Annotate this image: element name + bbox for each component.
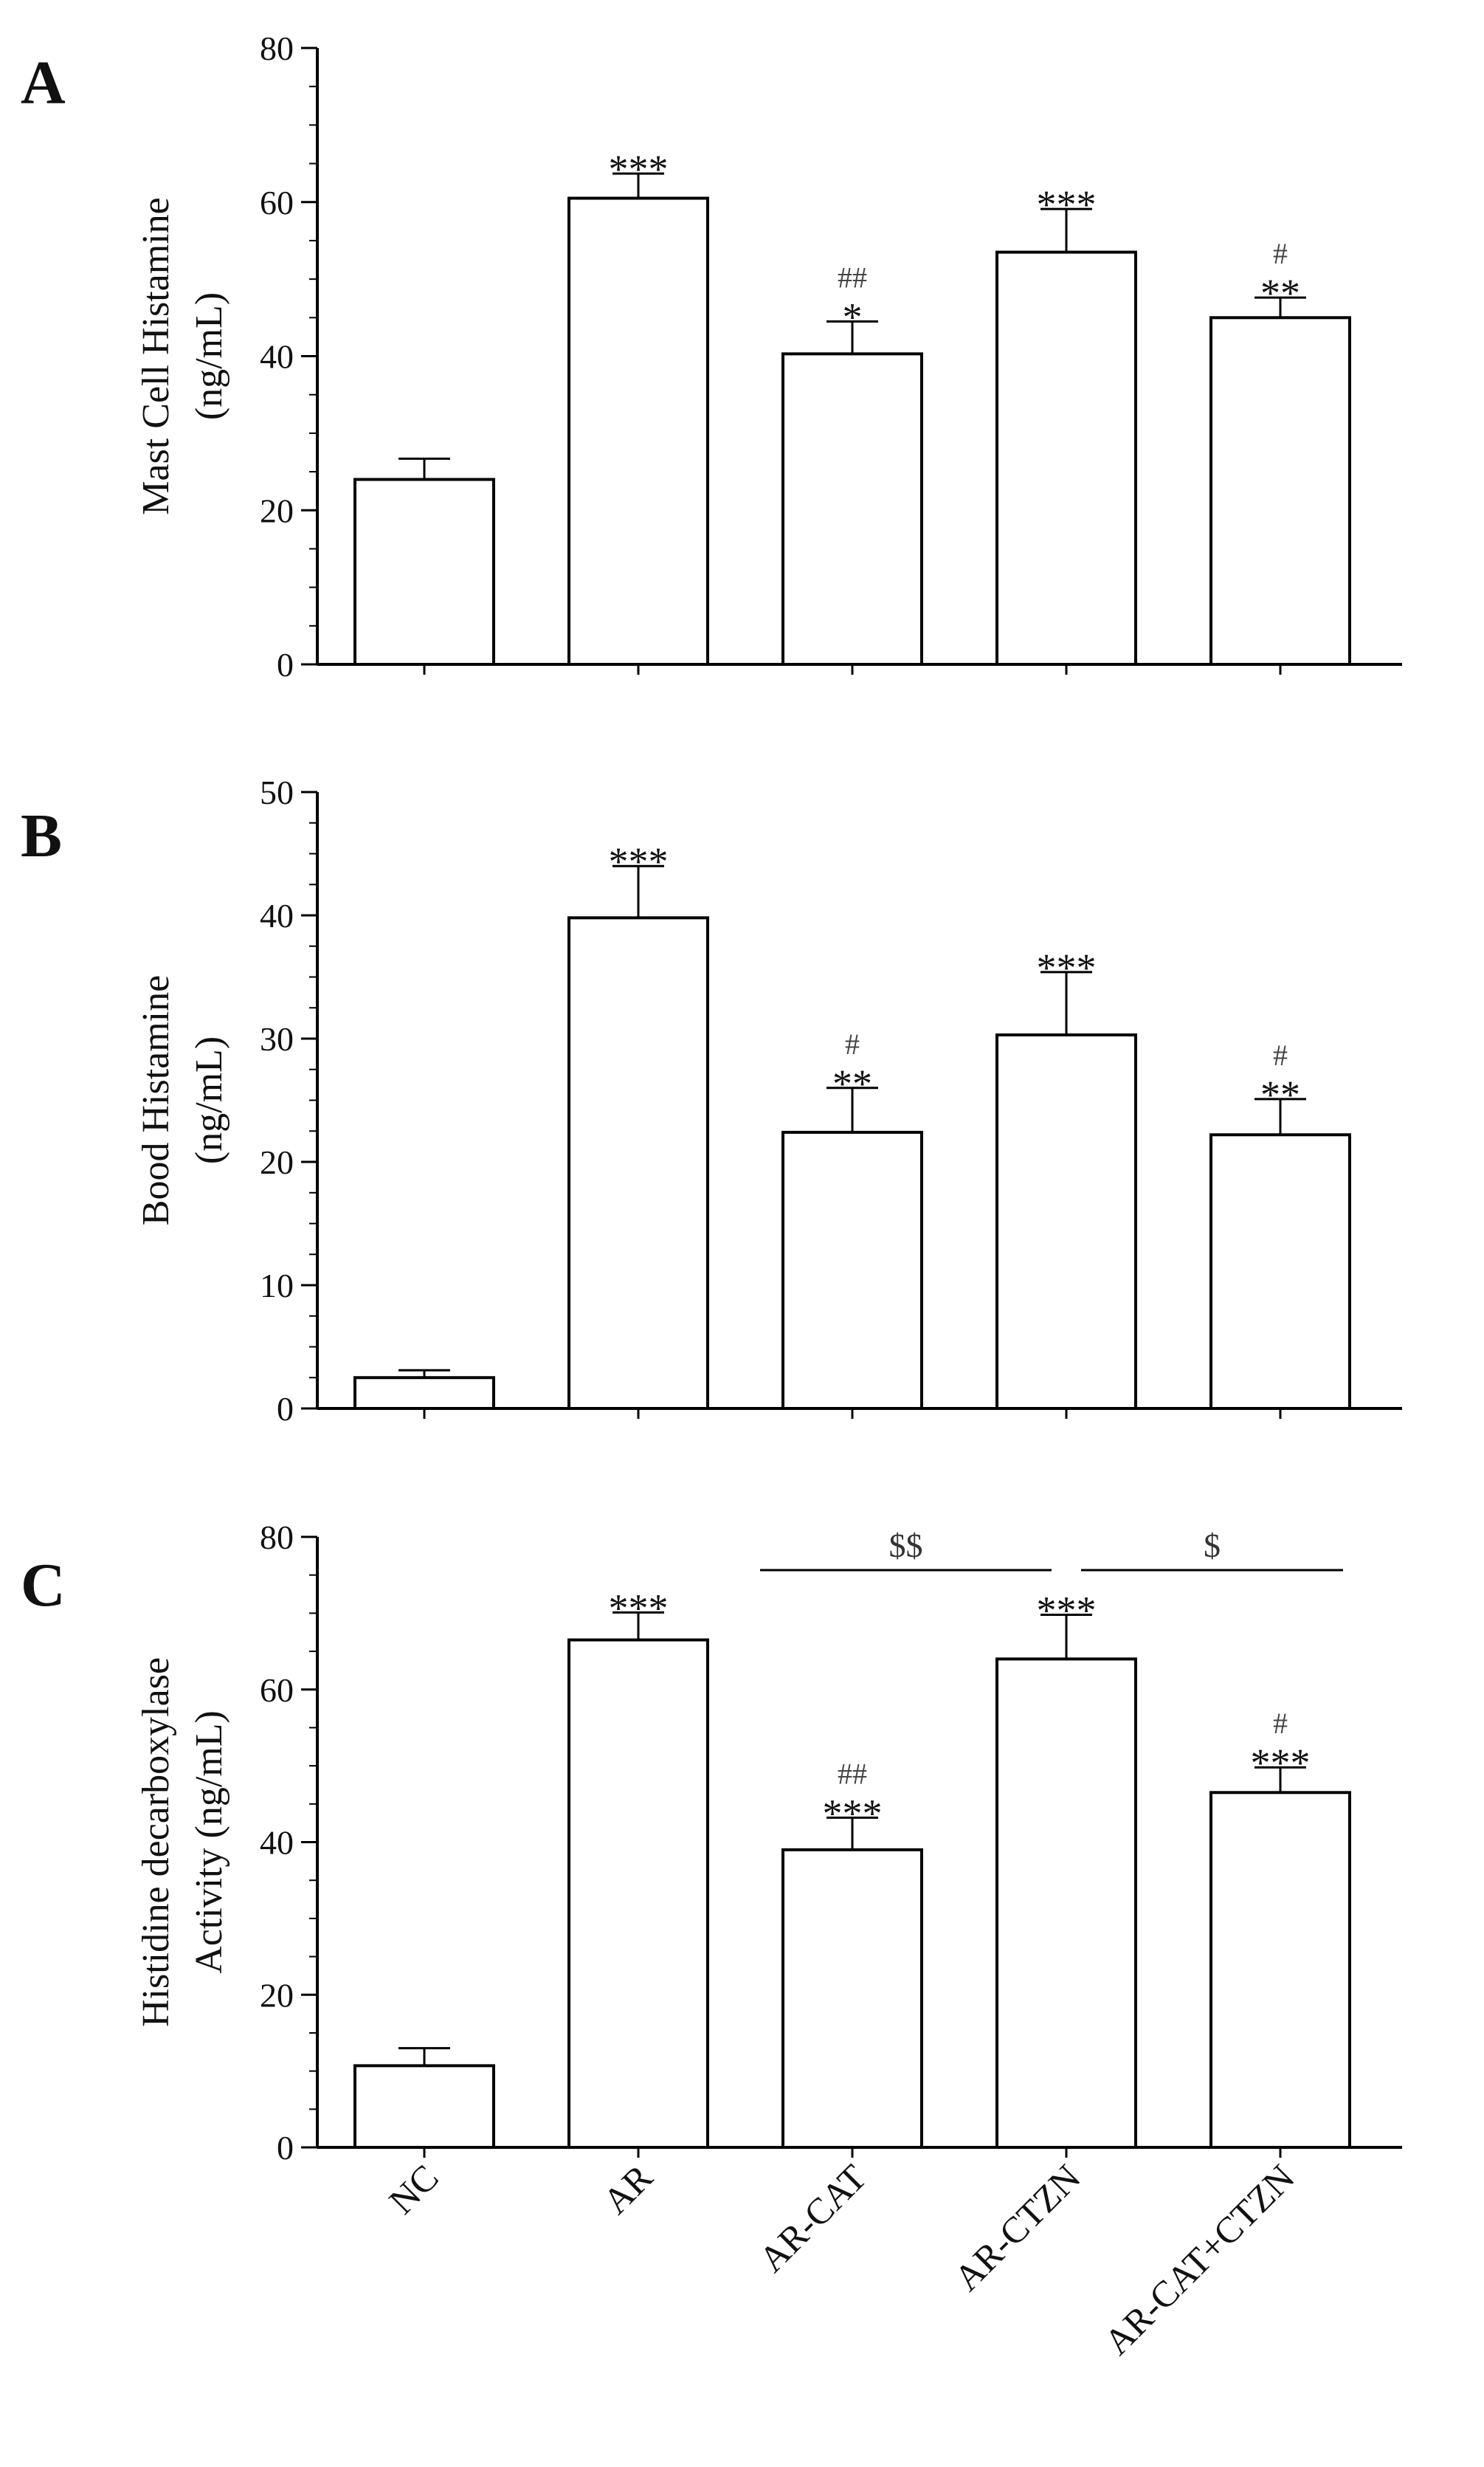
significance-stars: * <box>843 295 863 340</box>
y-tick-label: 40 <box>260 897 294 935</box>
bar <box>567 1638 709 2149</box>
x-category-label: AR-CAT+CTZN <box>1096 2156 1302 2363</box>
bar <box>995 1657 1137 2149</box>
y-axis-title-line1: Mast Cell Histamine <box>135 197 177 515</box>
bar <box>353 2064 495 2149</box>
y-axis-title-line2: (ng/mL) <box>188 1036 230 1164</box>
bar <box>1209 316 1351 666</box>
panel-c: C 0 20 40 60 80 Histidine decarboxylase Activit… <box>21 1518 1402 2363</box>
y-tick-label: 0 <box>277 646 294 684</box>
significance-hash: # <box>845 1028 860 1061</box>
significance-stars: ** <box>1260 1073 1300 1117</box>
significance-stars: ** <box>1260 271 1300 315</box>
panel-letter: C <box>21 1551 66 1620</box>
significance-stars: *** <box>609 147 669 191</box>
x-category-label: AR-CTZN <box>946 2156 1088 2299</box>
y-tick-label: 10 <box>260 1267 294 1304</box>
significance-hash: # <box>1273 237 1288 270</box>
y-tick-label: 0 <box>277 2129 294 2167</box>
bar <box>353 478 495 666</box>
y-tick-label: 60 <box>260 1671 294 1709</box>
significance-stars: ** <box>832 1062 872 1106</box>
bar <box>781 1848 923 2149</box>
bar <box>567 196 709 666</box>
significance-stars: *** <box>1037 946 1097 990</box>
comparison-label: $$ <box>889 1527 923 1564</box>
bar <box>995 1033 1137 1410</box>
bar <box>781 1130 923 1411</box>
y-tick-label: 50 <box>260 774 294 811</box>
x-category-label: AR <box>595 2156 660 2222</box>
y-axis-title-line2: Activity (ng/mL) <box>188 1710 230 1974</box>
significance-hash: # <box>1273 1707 1288 1740</box>
significance-stars: *** <box>823 1791 883 1835</box>
y-tick-label: 20 <box>260 1143 294 1181</box>
y-tick-label: 0 <box>277 1390 294 1428</box>
significance-hash: ## <box>838 1757 867 1790</box>
significance-hash: # <box>1273 1039 1288 1072</box>
y-axis-title-line1: Bood Histamine <box>135 975 177 1225</box>
y-tick-label: 80 <box>260 30 294 67</box>
y-tick-label: 20 <box>260 492 294 529</box>
significance-stars: *** <box>609 839 669 884</box>
bar <box>567 916 709 1410</box>
bar <box>353 1376 495 1410</box>
y-axis-title-line1: Histidine decarboxylase <box>135 1657 177 2027</box>
significance-stars: *** <box>1037 1588 1097 1632</box>
bar <box>995 250 1137 666</box>
x-category-label: NC <box>381 2156 446 2222</box>
significance-stars: *** <box>1251 1741 1311 1785</box>
bar <box>781 352 923 666</box>
significance-stars: *** <box>609 1586 669 1630</box>
y-tick-label: 60 <box>260 184 294 221</box>
bar <box>1209 1133 1351 1410</box>
panel-letter: B <box>21 802 62 870</box>
y-tick-label: 40 <box>260 1824 294 1862</box>
panel-letter: A <box>21 49 66 117</box>
significance-hash: ## <box>838 261 867 295</box>
comparison-label: $ <box>1204 1527 1221 1564</box>
bar <box>1209 1791 1351 2149</box>
y-tick-label: 30 <box>260 1020 294 1058</box>
y-tick-label: 20 <box>260 1976 294 2014</box>
y-axis-title-line2: (ng/mL) <box>188 292 230 420</box>
y-tick-label: 40 <box>260 338 294 376</box>
y-tick-label: 80 <box>260 1518 294 1556</box>
x-category-label: AR-CAT <box>750 2156 874 2280</box>
significance-stars: *** <box>1037 182 1097 227</box>
